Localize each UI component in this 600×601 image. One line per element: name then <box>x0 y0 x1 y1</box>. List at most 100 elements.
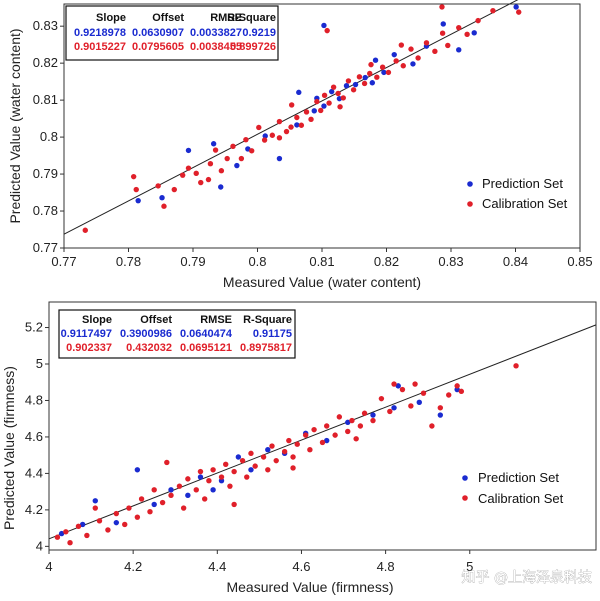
x-tick-label: 4 <box>45 559 52 574</box>
calibration-point <box>391 381 397 387</box>
stats-box-frame <box>58 309 296 359</box>
prediction-point <box>151 501 157 508</box>
y-tick-label: 0.77 <box>33 240 58 255</box>
calibration-point <box>516 9 522 15</box>
calibration-point <box>147 509 153 515</box>
x-axis-label: Measured Value (firmness) <box>226 579 393 595</box>
calibration-point <box>490 7 496 14</box>
calibration-point <box>326 100 332 106</box>
stats-header-slope: Slope <box>82 314 112 326</box>
prediction-point <box>58 530 65 537</box>
calibration-point <box>210 467 216 473</box>
calibration-point <box>446 392 452 398</box>
prediction-point <box>324 437 330 444</box>
calibration-point <box>335 90 341 97</box>
calibration-point <box>198 179 204 186</box>
prediction-point <box>113 519 120 526</box>
calibration-point <box>205 176 212 183</box>
calibration-point <box>374 74 380 80</box>
calibration-point <box>330 84 337 90</box>
calibration-point <box>337 104 343 110</box>
calibration-point <box>288 102 295 108</box>
prediction-rsquare: 0.91175 <box>253 328 292 340</box>
calibration-point <box>408 46 414 52</box>
calibration-point <box>180 505 187 511</box>
stats-header-rmse: RMSE <box>200 314 232 326</box>
calibration-point <box>357 423 364 429</box>
legend-marker-calibration <box>462 495 468 501</box>
legend-label-calibration: Calibration Set <box>478 491 564 506</box>
calibration-point <box>439 30 446 36</box>
prediction-point <box>262 133 268 139</box>
calibration-point <box>168 492 174 498</box>
prediction-point <box>391 405 397 411</box>
legend: Prediction Set Calibration Set <box>462 470 564 506</box>
calibration-point <box>261 137 268 143</box>
regression-line <box>48 324 597 540</box>
prediction-point <box>362 74 368 81</box>
calibration-point <box>176 483 183 489</box>
calibration-point <box>260 454 267 460</box>
prediction-point <box>79 521 86 528</box>
y-tick-label: 4.6 <box>25 429 43 444</box>
x-tick-label: 0.77 <box>51 254 76 269</box>
calibration-point <box>437 405 444 411</box>
calibration-point <box>398 42 405 48</box>
legend-label-prediction: Prediction Set <box>482 176 563 191</box>
calibration-point <box>206 478 212 484</box>
prediction-rmse: 0.0640474 <box>180 328 233 340</box>
calibration-point <box>324 423 330 429</box>
prediction-point <box>168 487 174 493</box>
calibration-point <box>302 432 309 438</box>
calibration-point <box>439 4 445 10</box>
x-tick-label: 0.81 <box>309 254 334 269</box>
calibration-point <box>276 135 283 141</box>
calibration-point <box>197 468 204 475</box>
prediction-point <box>197 474 204 480</box>
calibration-point <box>379 64 386 70</box>
calibration-point <box>286 437 292 444</box>
y-tick-label: 0.8 <box>40 129 58 144</box>
calibration-point <box>126 505 132 511</box>
calibration-rsquare: 0.899726 <box>230 41 276 53</box>
calibration-point <box>164 459 170 466</box>
prediction-point <box>321 103 327 109</box>
calibration-point <box>385 69 392 76</box>
calibration-point <box>340 95 346 101</box>
prediction-point <box>381 69 387 76</box>
calibration-point <box>105 527 111 533</box>
prediction-point <box>135 197 141 204</box>
calibration-point <box>243 136 249 143</box>
calibration-point <box>349 417 355 424</box>
x-tick-label: 0.84 <box>503 254 528 269</box>
calibration-point <box>159 499 166 506</box>
stats-header-slope: Slope <box>96 12 126 24</box>
prediction-point <box>440 21 446 27</box>
prediction-point <box>210 487 216 493</box>
y-tick-label: 0.82 <box>33 55 58 70</box>
calibration-slope: 0.9015227 <box>74 41 126 53</box>
prediction-point <box>218 184 224 190</box>
prediction-slope: 0.9117497 <box>61 328 112 340</box>
calibration-point <box>151 487 157 493</box>
calibration-point <box>321 92 328 99</box>
calibration-point <box>420 390 427 396</box>
firmness-chart: 4 4.2 4.4 4.6 4.8 5 5.2 4 4.2 4.4 4.6 4.8 5 Predict… <box>1 301 597 595</box>
legend-label-calibration: Calibration Set <box>482 196 568 211</box>
calibration-point <box>231 468 237 475</box>
calibration-point <box>212 147 219 153</box>
calibration-point <box>423 40 430 46</box>
stats-header-rmse: RMSE <box>210 12 242 24</box>
calibration-point <box>393 58 399 64</box>
calibration-point <box>513 363 519 369</box>
prediction-point <box>185 492 191 498</box>
x-tick-label: 0.79 <box>180 254 205 269</box>
calibration-point <box>290 465 296 471</box>
calibration-point <box>288 124 294 130</box>
calibration-slope: 0.902337 <box>66 342 112 354</box>
calibration-point <box>218 168 225 174</box>
data-points <box>82 4 522 233</box>
x-tick-label: 0.82 <box>374 254 399 269</box>
calibration-point <box>96 518 103 524</box>
legend-marker-prediction <box>467 181 473 187</box>
